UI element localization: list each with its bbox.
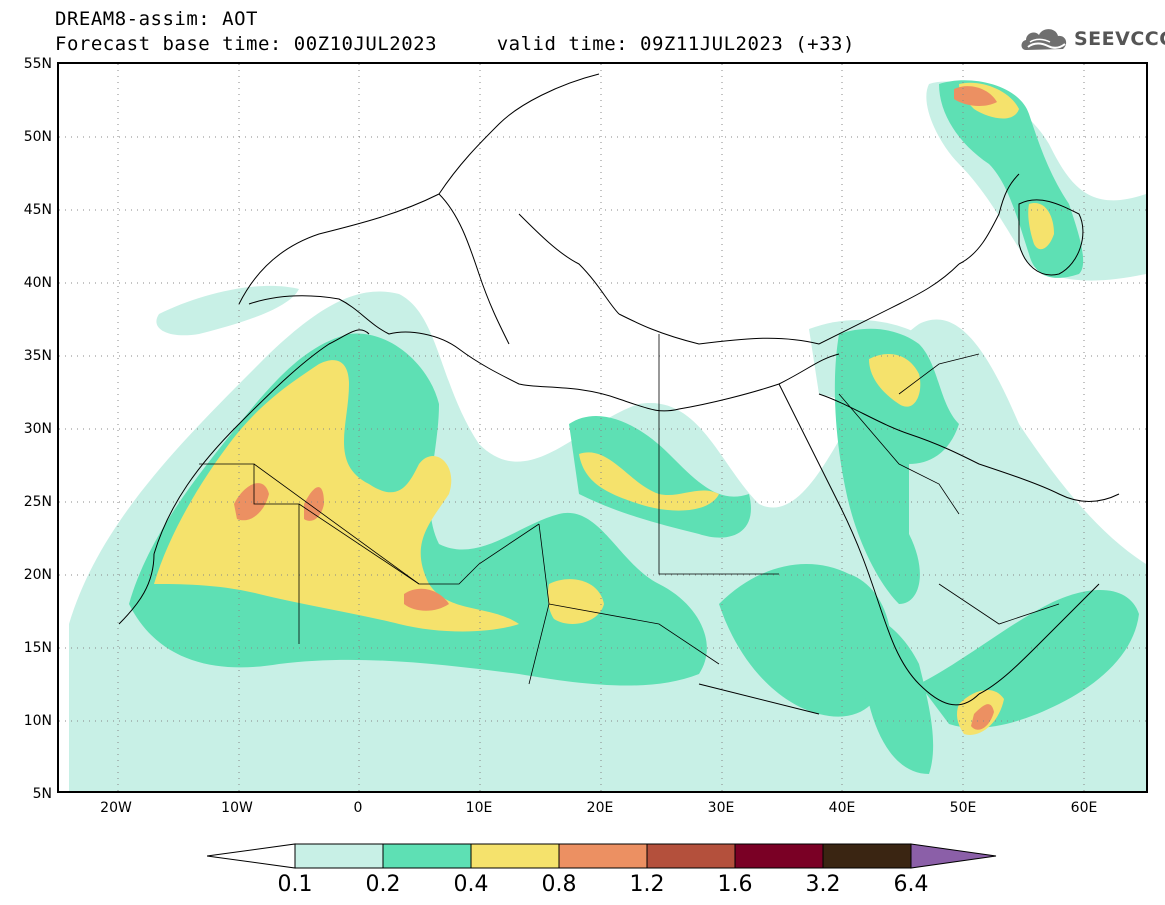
colorbar-box-0.2 [382, 843, 472, 869]
country-borders [199, 334, 1060, 685]
lat-label-45n: 45N [23, 202, 52, 218]
colorbar-box-1.2 [646, 843, 736, 869]
colorbar-label-6.4: 6.4 [893, 872, 929, 897]
chart-subtitle: Forecast base time: 00Z10JUL2023 valid t… [55, 33, 855, 55]
cloud-logo-icon [1021, 29, 1067, 50]
aot-field [69, 80, 1146, 791]
chart-title: DREAM8-assim: AOT [55, 8, 258, 30]
lon-label-0: 0 [353, 800, 363, 816]
colorbar-label-3.2: 3.2 [805, 872, 841, 897]
lat-label-35n: 35N [23, 348, 52, 364]
colorbar-box-1.6 [734, 843, 824, 869]
lat-label-40n: 40N [23, 275, 52, 291]
lon-label-60e: 60E [1070, 800, 1098, 816]
logo-text: SEEVCCC [1074, 28, 1165, 50]
colorbar-left-arrow [207, 843, 296, 869]
colorbar-label-0.1: 0.1 [277, 872, 313, 897]
lon-label-50e: 50E [949, 800, 977, 816]
colorbar-box-0.4 [470, 843, 560, 869]
colorbar-label-0.8: 0.8 [541, 872, 577, 897]
lat-label-55n: 55N [23, 56, 52, 72]
colorbar-right-arrow [910, 843, 997, 869]
lon-label-30e: 30E [707, 800, 735, 816]
lat-label-50n: 50N [23, 129, 52, 145]
lat-label-15n: 15N [23, 640, 52, 656]
aot-map [57, 62, 1148, 793]
lat-label-25n: 25N [23, 494, 52, 510]
coastlines [118, 73, 1120, 715]
lon-label-10w: 10W [221, 800, 253, 816]
colorbar-box-0.8 [558, 843, 648, 869]
lat-label-10n: 10N [23, 713, 52, 729]
lat-label-30n: 30N [23, 421, 52, 437]
lon-label-20w: 20W [100, 800, 132, 816]
aot-map-canvas [59, 64, 1146, 791]
colorbar [207, 843, 997, 869]
colorbar-box-3.2 [822, 843, 912, 869]
lon-label-10e: 10E [465, 800, 493, 816]
colorbar-label-1.6: 1.6 [717, 872, 753, 897]
seevccc-logo: SEEVCCC [1018, 22, 1165, 56]
colorbar-label-0.4: 0.4 [453, 872, 489, 897]
lat-label-5n: 5N [32, 786, 52, 802]
colorbar-label-1.2: 1.2 [629, 872, 665, 897]
lon-label-40e: 40E [828, 800, 856, 816]
colorbar-box-0.1 [294, 843, 384, 869]
lat-label-20n: 20N [23, 567, 52, 583]
colorbar-label-0.2: 0.2 [365, 872, 401, 897]
lon-label-20e: 20E [586, 800, 614, 816]
